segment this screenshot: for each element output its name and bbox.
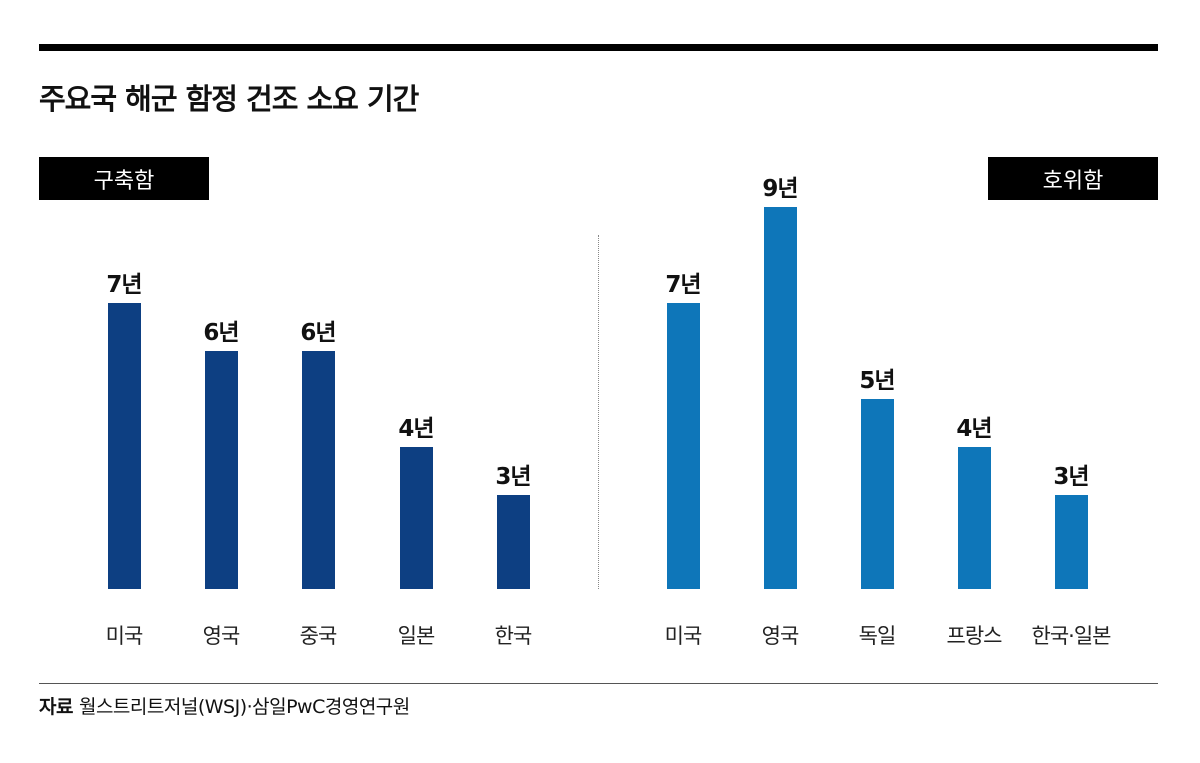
bar [497, 495, 530, 589]
source-text: 월스트리트저널(WSJ)·삼일PwC경영연구원 [78, 696, 410, 718]
data-label: 9년 [762, 176, 798, 202]
chart-title: 주요국 해군 함정 건조 소요 기간 [39, 82, 419, 116]
data-label: 6년 [300, 320, 336, 346]
data-label: 4년 [956, 416, 992, 442]
category-label: 프랑스 [946, 624, 1003, 648]
panel-divider [598, 235, 599, 589]
bar [302, 351, 335, 589]
bar [861, 399, 894, 589]
bar [400, 447, 433, 589]
category-label: 영국 [761, 624, 800, 648]
data-label: 5년 [859, 368, 895, 394]
data-label: 6년 [203, 320, 239, 346]
bar [205, 351, 238, 589]
data-label: 4년 [398, 416, 434, 442]
bar [667, 303, 700, 589]
bar [108, 303, 141, 589]
top-rule [39, 44, 1158, 51]
bottom-rule [39, 683, 1158, 684]
data-label: 7년 [106, 272, 142, 298]
bar [958, 447, 991, 589]
category-label: 영국 [202, 624, 241, 648]
category-label: 중국 [299, 624, 338, 648]
panel-label-destroyer: 구축함 [39, 157, 209, 200]
category-label: 한국 [494, 624, 533, 648]
data-label: 3년 [1053, 464, 1089, 490]
category-label: 한국·일본 [1031, 624, 1112, 648]
panel-label-frigate: 호위함 [988, 157, 1158, 200]
category-label: 일본 [397, 624, 436, 648]
data-label: 7년 [665, 272, 701, 298]
data-label: 3년 [495, 464, 531, 490]
category-label: 미국 [105, 624, 144, 648]
bar [764, 207, 797, 589]
source-note: 자료 월스트리트저널(WSJ)·삼일PwC경영연구원 [39, 692, 410, 719]
source-label: 자료 [39, 696, 73, 718]
bar [1055, 495, 1088, 589]
category-label: 미국 [664, 624, 703, 648]
category-label: 독일 [858, 624, 897, 648]
